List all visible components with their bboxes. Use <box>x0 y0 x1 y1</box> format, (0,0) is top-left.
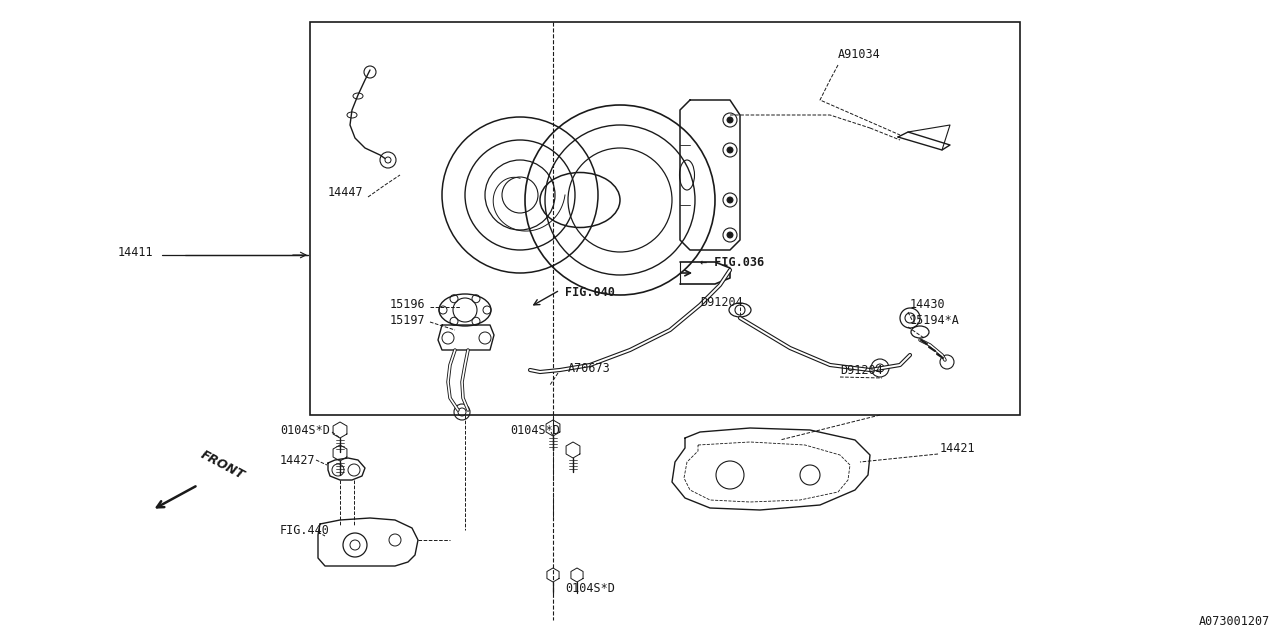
Text: 0104S*D: 0104S*D <box>509 424 559 436</box>
Text: FIG.040: FIG.040 <box>564 287 614 300</box>
Text: FIG.440: FIG.440 <box>280 524 330 536</box>
Text: 15196: 15196 <box>390 298 426 312</box>
Text: A91034: A91034 <box>838 49 881 61</box>
Text: 14447: 14447 <box>328 186 364 200</box>
Text: 15197: 15197 <box>390 314 426 326</box>
Circle shape <box>727 147 733 153</box>
Text: D91204: D91204 <box>840 364 883 376</box>
Text: 14411: 14411 <box>118 246 154 259</box>
Circle shape <box>727 117 733 123</box>
Text: 14430: 14430 <box>910 298 946 312</box>
Circle shape <box>727 197 733 203</box>
Text: 15194*A: 15194*A <box>910 314 960 326</box>
Circle shape <box>727 232 733 238</box>
Text: ← FIG.036: ← FIG.036 <box>700 255 764 269</box>
Text: 0104S*D: 0104S*D <box>564 582 614 595</box>
Text: A073001207: A073001207 <box>1199 615 1270 628</box>
Text: 0104S*D: 0104S*D <box>280 424 330 436</box>
Circle shape <box>385 157 390 163</box>
Text: FRONT: FRONT <box>198 448 246 482</box>
Text: 14427: 14427 <box>280 454 316 467</box>
Text: A70673: A70673 <box>568 362 611 374</box>
Bar <box>310 22 1020 415</box>
Text: D91204: D91204 <box>700 296 742 310</box>
Text: 14421: 14421 <box>940 442 975 454</box>
